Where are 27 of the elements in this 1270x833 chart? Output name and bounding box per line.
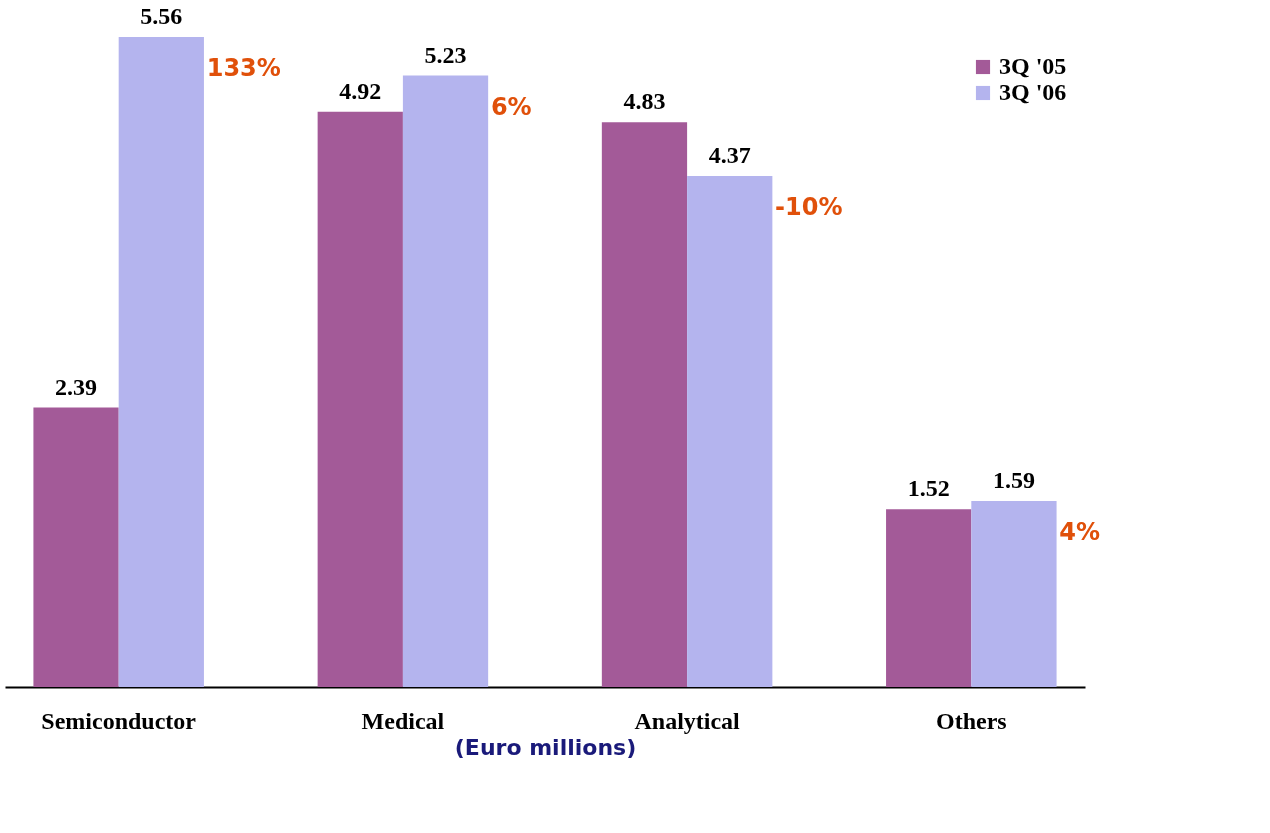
annotation: 4% (1059, 518, 1101, 547)
data-label: 5.23 (424, 41, 467, 68)
bar (601, 122, 688, 687)
annotation: 133% (206, 54, 281, 82)
data-label: 1.52 (907, 475, 950, 502)
annotation: -10% (775, 193, 843, 222)
data-label: 5.56 (140, 3, 183, 29)
bar (971, 501, 1057, 687)
data-label: 4.37 (708, 142, 751, 169)
bar (33, 407, 119, 687)
bar (317, 111, 403, 687)
annotation: 6% (490, 92, 532, 121)
data-label: 2.39 (55, 373, 98, 400)
x-axis-title: (Euro millions) (454, 734, 637, 760)
x-tick-label: Analytical (634, 707, 741, 734)
x-tick-label: Medical (361, 707, 445, 734)
bar (687, 176, 773, 687)
data-label: 1.59 (992, 467, 1035, 494)
x-tick-label: Others (935, 707, 1007, 734)
bar (402, 75, 489, 687)
x-tick-label: Semiconductor (41, 707, 197, 734)
legend-label: 3Q '05 (999, 53, 1067, 79)
bar (118, 37, 204, 687)
bar (886, 509, 972, 687)
data-label: 4.92 (339, 77, 382, 104)
data-label: 4.83 (623, 88, 666, 115)
legend-label: 3Q '06 (999, 79, 1067, 105)
